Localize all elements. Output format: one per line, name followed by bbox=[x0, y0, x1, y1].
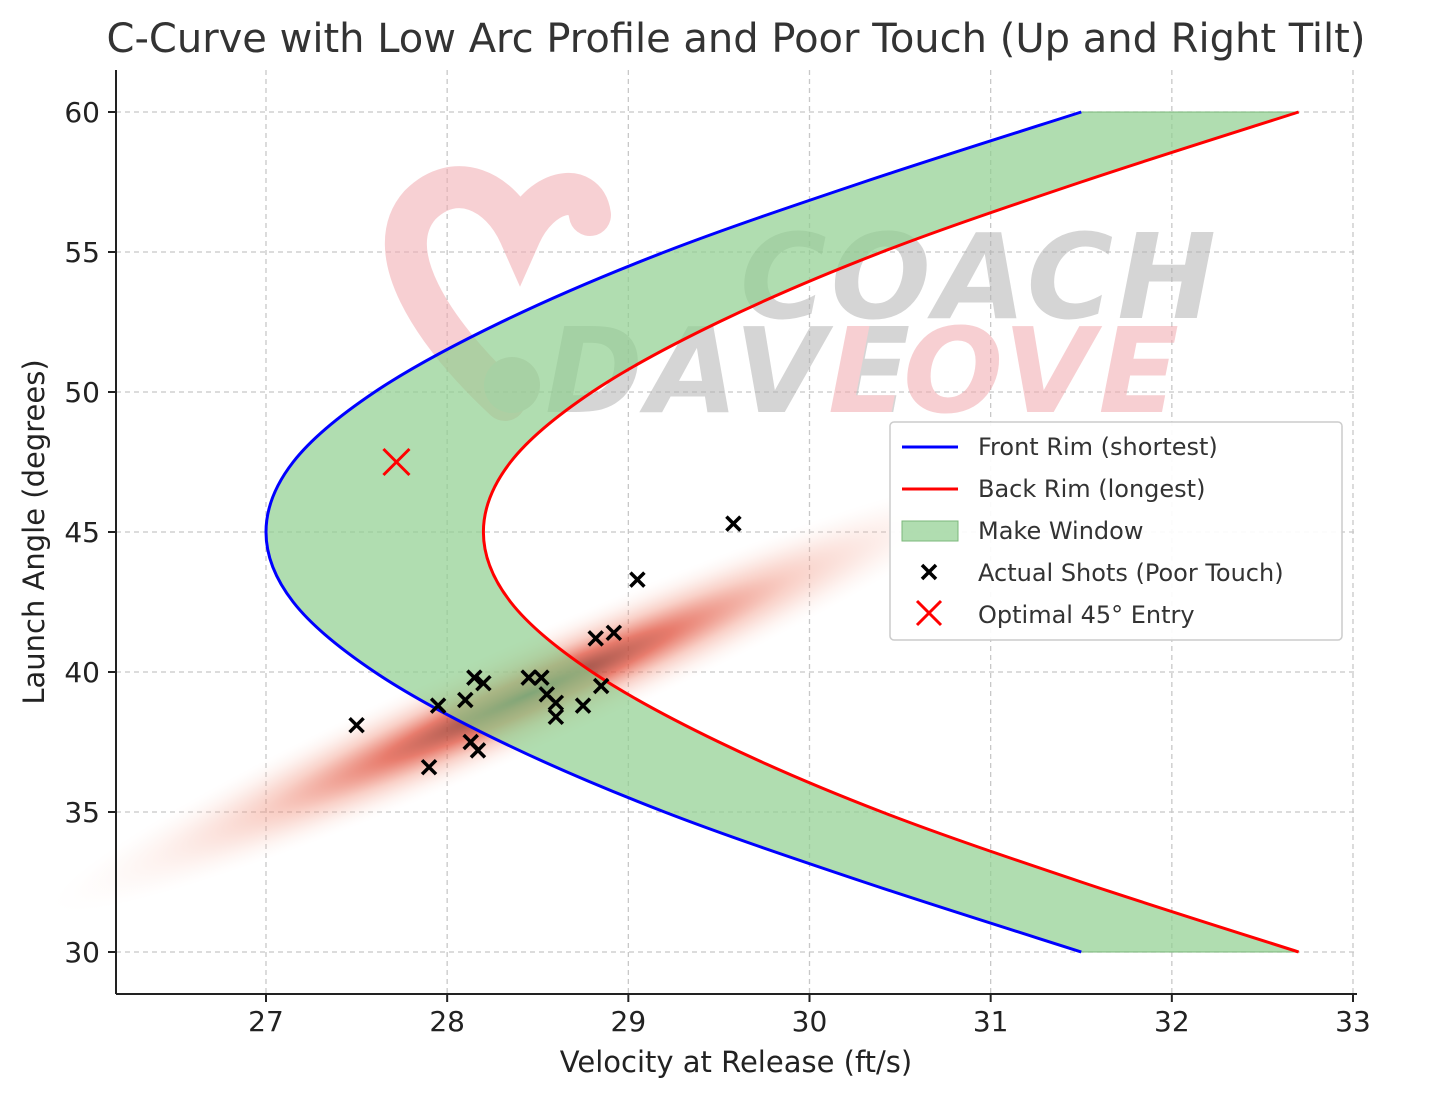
shot-point-8 bbox=[475, 674, 492, 692]
legend-back-rim-label: Back Rim (longest) bbox=[978, 475, 1205, 503]
y-tick-label-35: 35 bbox=[64, 796, 100, 829]
x-tick-label-29: 29 bbox=[611, 1005, 647, 1038]
chart-title: C-Curve with Low Arc Profile and Poor To… bbox=[107, 16, 1366, 62]
y-tick-label-55: 55 bbox=[64, 236, 100, 269]
legend-optimal-label: Optimal 45° Entry bbox=[978, 601, 1195, 629]
legend-shots-swatch bbox=[920, 563, 938, 581]
shot-point-14 bbox=[574, 697, 592, 714]
watermark-line2b: LOVE bbox=[828, 302, 1183, 440]
x-tick-label-33: 33 bbox=[1335, 1005, 1371, 1038]
shot-point-7 bbox=[469, 742, 487, 759]
watermark-heart-icon bbox=[384, 166, 611, 421]
shot-point-15 bbox=[587, 630, 604, 647]
legend-optimal-swatch bbox=[915, 599, 943, 627]
actual-shots-points bbox=[348, 515, 742, 776]
y-tick-label-40: 40 bbox=[64, 656, 100, 689]
shot-point-4 bbox=[457, 691, 474, 709]
shot-point-16 bbox=[592, 677, 610, 695]
shot-point-17 bbox=[605, 624, 623, 642]
shot-point-1 bbox=[348, 716, 365, 734]
legend-make-window-swatch bbox=[901, 520, 959, 542]
x-tick-label-32: 32 bbox=[1154, 1005, 1190, 1038]
y-tick-label-45: 45 bbox=[64, 516, 100, 549]
y-tick-label-60: 60 bbox=[64, 96, 100, 129]
shot-point-19 bbox=[725, 515, 742, 532]
legend-box bbox=[889, 421, 1343, 641]
legend-make-window-label: Make Window bbox=[978, 517, 1143, 545]
shot-point-2 bbox=[420, 758, 438, 776]
shot-point-12 bbox=[547, 694, 565, 712]
back-rim-curve bbox=[481, 110, 1300, 954]
axis-ticks: 27 28 29 30 31 32 33 30 35 40 45 50 55 60 bbox=[64, 96, 1370, 1038]
shot-point-13 bbox=[547, 708, 565, 726]
x-axis-label: Velocity at Release (ft/s) bbox=[560, 1045, 912, 1079]
optimal-entry-marker bbox=[382, 447, 411, 477]
shot-point-10 bbox=[533, 669, 550, 686]
shot-point-6 bbox=[466, 669, 483, 686]
x-tick-label-27: 27 bbox=[248, 1005, 284, 1038]
shot-point-9 bbox=[520, 669, 537, 686]
legend-shots-label: Actual Shots (Poor Touch) bbox=[978, 559, 1284, 587]
x-tick-label-31: 31 bbox=[973, 1005, 1009, 1038]
optimal-marker-stroke-b bbox=[382, 447, 411, 477]
shot-point-3 bbox=[429, 697, 447, 714]
x-tick-label-30: 30 bbox=[792, 1005, 828, 1038]
legend: Front Rim (shortest) Back Rim (longest) … bbox=[889, 421, 1343, 641]
x-tick-label-28: 28 bbox=[429, 1005, 465, 1038]
legend-front-rim-label: Front Rim (shortest) bbox=[978, 433, 1218, 461]
y-tick-label-30: 30 bbox=[64, 936, 100, 969]
y-tick-label-50: 50 bbox=[64, 376, 100, 409]
y-axis-label: Launch Angle (degrees) bbox=[17, 359, 51, 704]
front-rim-curve bbox=[264, 110, 1082, 954]
shot-point-18 bbox=[629, 571, 646, 588]
